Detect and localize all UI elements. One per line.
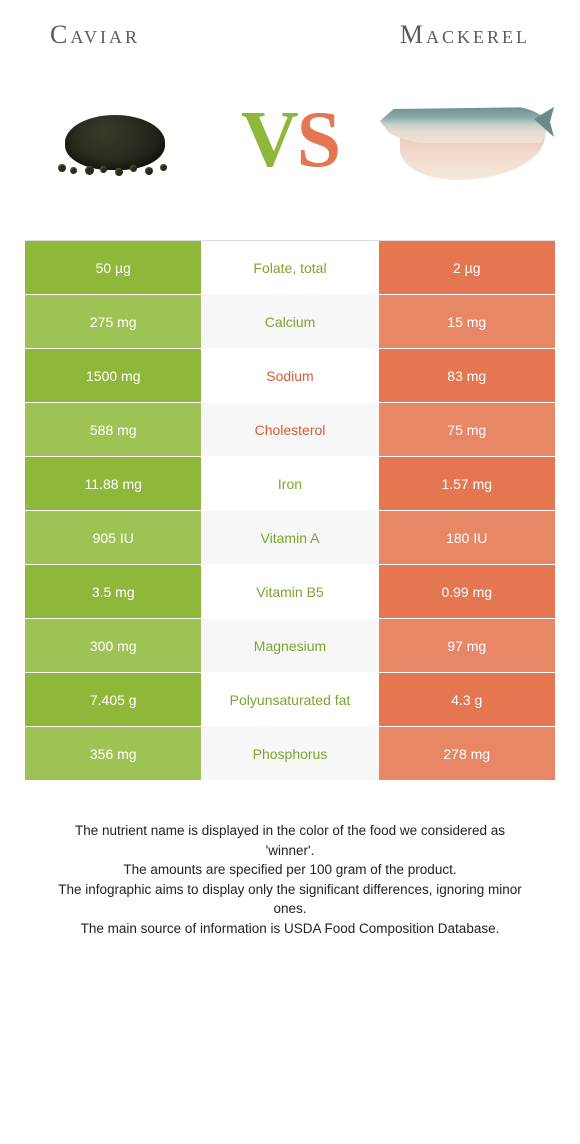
value-right: 2 µg <box>379 241 555 294</box>
title-right: Mackerel <box>400 20 530 50</box>
nutrient-table: 50 µgFolate, total2 µg275 mgCalcium15 mg… <box>25 240 555 781</box>
value-left: 3.5 mg <box>25 565 201 618</box>
value-left: 300 mg <box>25 619 201 672</box>
title-row: Caviar Mackerel <box>20 0 560 60</box>
value-right: 4.3 g <box>379 673 555 726</box>
caviar-image <box>30 80 200 200</box>
footer-line: The amounts are specified per 100 gram o… <box>50 860 530 880</box>
table-row: 356 mgPhosphorus278 mg <box>25 727 555 781</box>
hero-row: VS <box>20 60 560 240</box>
table-row: 50 µgFolate, total2 µg <box>25 241 555 295</box>
table-row: 300 mgMagnesium97 mg <box>25 619 555 673</box>
nutrient-name: Sodium <box>201 349 378 402</box>
nutrient-name: Cholesterol <box>201 403 378 456</box>
nutrient-name: Magnesium <box>201 619 378 672</box>
value-right: 97 mg <box>379 619 555 672</box>
vs-s: S <box>297 96 340 184</box>
nutrient-name: Phosphorus <box>201 727 378 780</box>
footer-line: The main source of information is USDA F… <box>50 919 530 939</box>
nutrient-name: Iron <box>201 457 378 510</box>
value-right: 180 IU <box>379 511 555 564</box>
value-left: 50 µg <box>25 241 201 294</box>
footer-line: The infographic aims to display only the… <box>50 880 530 919</box>
value-right: 15 mg <box>379 295 555 348</box>
title-left: Caviar <box>50 20 140 50</box>
value-right: 1.57 mg <box>379 457 555 510</box>
nutrient-name: Folate, total <box>201 241 378 294</box>
nutrient-name: Vitamin A <box>201 511 378 564</box>
value-right: 278 mg <box>379 727 555 780</box>
mackerel-image <box>380 80 550 200</box>
footer-notes: The nutrient name is displayed in the co… <box>20 781 560 958</box>
nutrient-name: Vitamin B5 <box>201 565 378 618</box>
value-left: 7.405 g <box>25 673 201 726</box>
table-row: 905 IUVitamin A180 IU <box>25 511 555 565</box>
value-left: 588 mg <box>25 403 201 456</box>
table-row: 7.405 gPolyunsaturated fat4.3 g <box>25 673 555 727</box>
infographic: Caviar Mackerel VS <box>0 0 580 958</box>
value-left: 11.88 mg <box>25 457 201 510</box>
value-left: 356 mg <box>25 727 201 780</box>
nutrient-name: Calcium <box>201 295 378 348</box>
value-left: 905 IU <box>25 511 201 564</box>
vs-label: VS <box>241 95 339 186</box>
value-right: 0.99 mg <box>379 565 555 618</box>
value-right: 83 mg <box>379 349 555 402</box>
vs-v: V <box>241 96 297 184</box>
table-row: 1500 mgSodium83 mg <box>25 349 555 403</box>
value-left: 1500 mg <box>25 349 201 402</box>
table-row: 11.88 mgIron1.57 mg <box>25 457 555 511</box>
table-row: 275 mgCalcium15 mg <box>25 295 555 349</box>
value-right: 75 mg <box>379 403 555 456</box>
table-row: 588 mgCholesterol75 mg <box>25 403 555 457</box>
footer-line: The nutrient name is displayed in the co… <box>50 821 530 860</box>
nutrient-name: Polyunsaturated fat <box>201 673 378 726</box>
table-row: 3.5 mgVitamin B50.99 mg <box>25 565 555 619</box>
value-left: 275 mg <box>25 295 201 348</box>
